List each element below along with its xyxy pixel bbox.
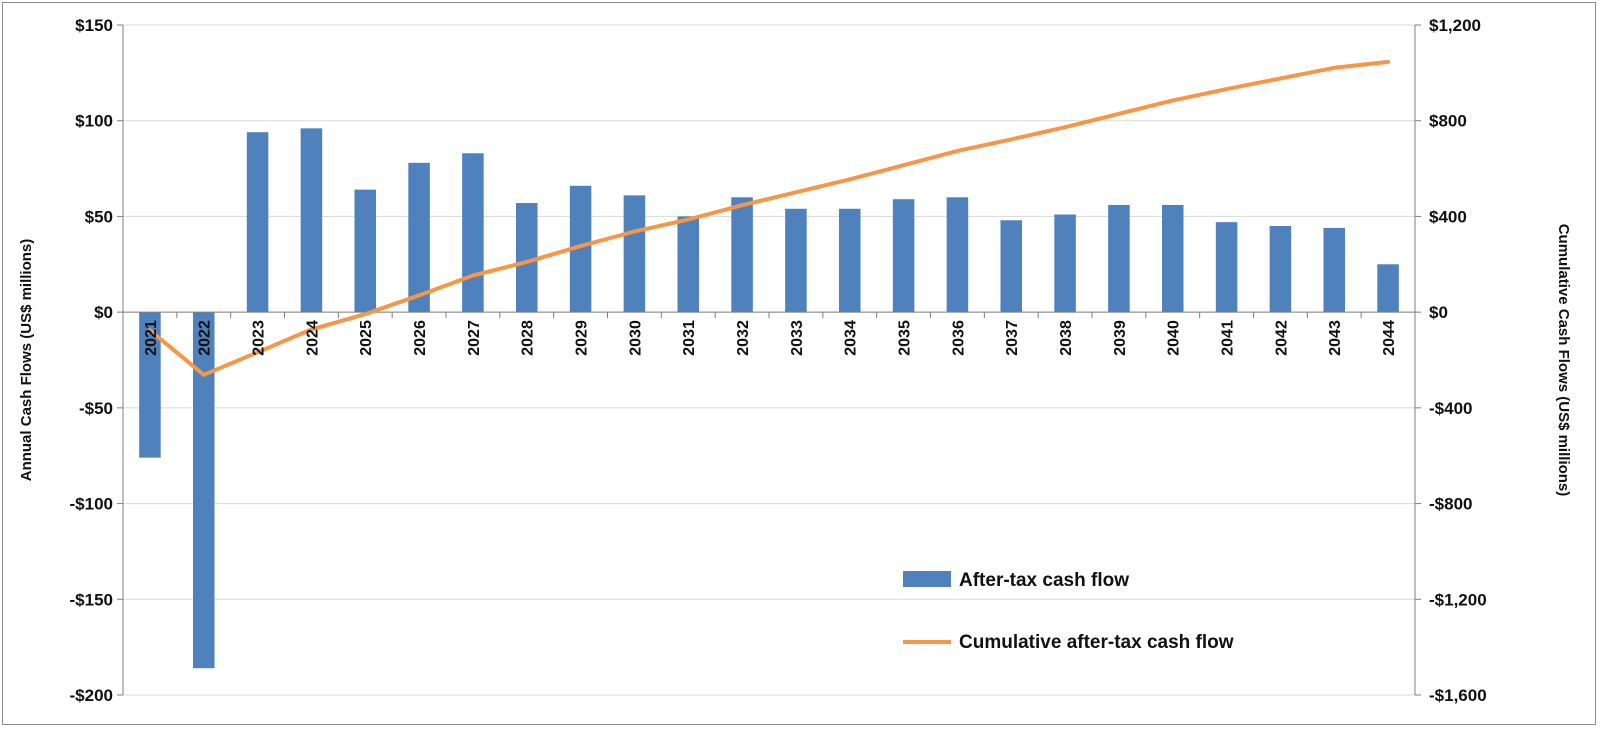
bar-2026 [408,162,430,313]
right-tick-label: -$1,200 [1429,590,1487,609]
bar-2032 [731,197,753,313]
category-label-2026: 2026 [412,320,429,356]
left-tick-label: -$50 [79,399,113,418]
axis-titles: Annual Cash Flows (US$ millions) Cumulat… [18,224,1572,497]
right-tick-label: -$400 [1429,399,1472,418]
category-label-2041: 2041 [1220,320,1237,356]
cumulative-line [147,59,1391,377]
bar-2036 [946,197,969,313]
category-label-2035: 2035 [897,320,914,356]
category-label-2028: 2028 [520,320,537,356]
category-label-2040: 2040 [1166,320,1183,356]
bar-2039 [1108,204,1130,313]
left-tick-label: -$100 [70,495,113,514]
bar-2033 [785,208,807,313]
category-labels: 2021 2022 2023 2024 2025 2026 2027 2028 2029 2030… [143,320,1398,356]
bar-2024 [300,128,323,313]
legend-bar-swatch [903,571,951,587]
bar-2022 [192,312,215,669]
right-tick-label: -$800 [1429,495,1472,514]
category-label-2029: 2029 [574,320,591,356]
bar-2037 [1000,220,1023,313]
axes [117,24,1421,696]
bar-2021 [139,312,161,458]
category-label-2030: 2030 [627,320,644,356]
left-axis-ticks: $150 $100 $50 $0 -$50 -$100 -$150 -$200 [70,16,113,705]
left-tick-label: $0 [94,303,113,322]
category-label-2027: 2027 [466,320,483,356]
bar-2044 [1377,264,1399,313]
category-label-2034: 2034 [843,320,860,356]
left-tick-label: -$150 [70,590,113,609]
legend-bar-label: After-tax cash flow [959,570,1129,591]
legend-line-label: Cumulative after-tax cash flow [959,632,1234,653]
right-tick-label: $1,200 [1429,16,1481,35]
bar-2028 [515,203,538,313]
bar-2042 [1269,226,1292,313]
gridlines [123,24,1415,696]
bar-series-after-tax [139,128,1399,669]
bar-2025 [354,189,377,313]
category-label-2043: 2043 [1327,320,1344,356]
bar-2031 [677,216,700,313]
category-label-2024: 2024 [304,320,321,356]
left-tick-label: $100 [75,112,113,131]
category-label-2032: 2032 [735,320,752,356]
category-label-2038: 2038 [1058,320,1075,356]
left-tick-label: -$200 [70,686,113,705]
bar-2027 [462,153,484,313]
left-tick-label: $150 [75,16,113,35]
legend: After-tax cash flow Cumulative after-tax… [903,570,1234,653]
category-label-2025: 2025 [358,320,375,356]
line-series-cumulative [147,59,1391,377]
category-label-2044: 2044 [1381,320,1398,356]
bar-2035 [892,199,915,313]
right-tick-label: -$1,600 [1429,686,1487,705]
bar-2029 [569,185,592,313]
bar-2030 [623,195,646,313]
category-label-2042: 2042 [1273,320,1290,356]
bar-2023 [246,132,269,313]
category-label-2023: 2023 [251,320,268,356]
cash-flow-chart: 2021 2022 2023 2024 2025 2026 2027 2028 2029 2030… [18,16,1572,705]
bar-2038 [1054,214,1076,313]
category-label-2037: 2037 [1004,320,1021,356]
category-label-2036: 2036 [950,320,967,356]
category-label-2039: 2039 [1112,320,1129,356]
bar-2043 [1323,227,1346,313]
right-axis-ticks: $1,200 $800 $400 $0 -$400 -$800 -$1,200 -$1,600 [1429,16,1487,705]
bar-2041 [1215,222,1238,313]
category-label-2021: 2021 [143,320,160,356]
category-label-2033: 2033 [789,320,806,356]
category-label-2022: 2022 [197,320,214,356]
right-tick-label: $0 [1429,303,1448,322]
bar-2034 [838,208,861,313]
right-axis-title: Cumulative Cash Flows (US$ millions) [1555,224,1572,497]
bar-2040 [1161,204,1184,313]
left-axis-title: Annual Cash Flows (US$ millions) [18,239,35,482]
right-tick-label: $400 [1429,207,1467,226]
category-label-2031: 2031 [681,320,698,356]
right-tick-label: $800 [1429,112,1467,131]
left-tick-label: $50 [85,207,113,226]
